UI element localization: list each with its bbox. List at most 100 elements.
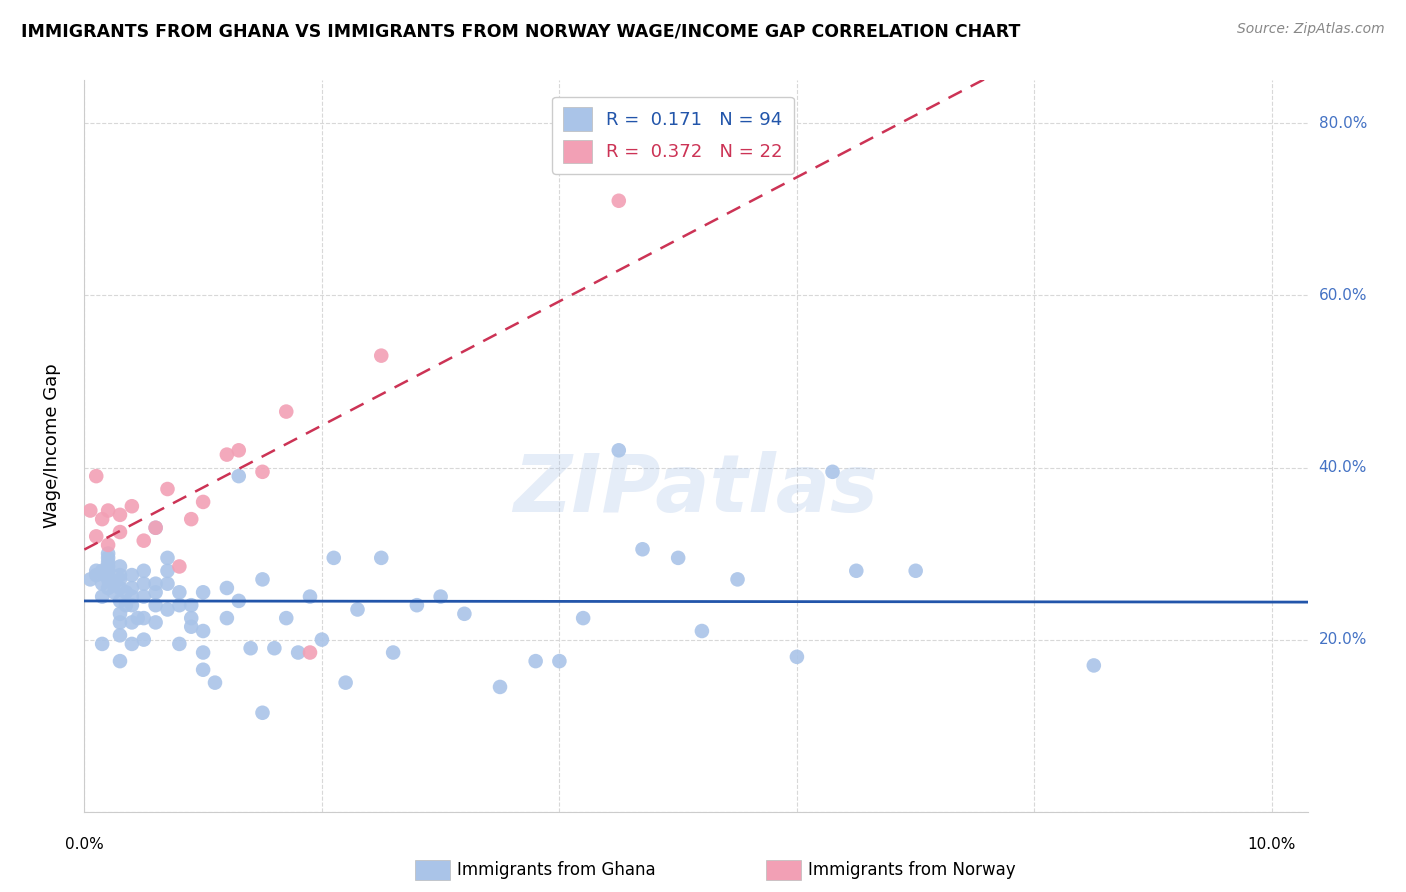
Point xyxy=(79,503,101,517)
Point xyxy=(382,646,405,660)
Text: Immigrants from Ghana: Immigrants from Ghana xyxy=(457,861,655,879)
Point xyxy=(169,637,191,651)
Point xyxy=(263,641,285,656)
Point xyxy=(97,555,120,569)
Point xyxy=(103,585,125,599)
Point xyxy=(84,568,107,582)
Point xyxy=(91,637,114,651)
Point xyxy=(287,646,309,660)
Point xyxy=(108,508,131,522)
Text: 10.0%: 10.0% xyxy=(1247,837,1296,852)
Point xyxy=(169,585,191,599)
Text: ZIPatlas: ZIPatlas xyxy=(513,450,879,529)
Point xyxy=(156,602,179,616)
Text: 60.0%: 60.0% xyxy=(1319,288,1367,303)
Point xyxy=(145,521,167,535)
Point xyxy=(169,559,191,574)
Point xyxy=(108,573,131,587)
Point xyxy=(169,598,191,612)
Point xyxy=(191,624,214,638)
Point xyxy=(145,576,167,591)
Point xyxy=(97,547,120,561)
Point xyxy=(108,628,131,642)
Point xyxy=(180,620,202,634)
Point xyxy=(121,500,143,514)
Point xyxy=(370,349,392,363)
Point xyxy=(145,598,167,612)
Point xyxy=(97,568,120,582)
Point xyxy=(79,573,101,587)
Point xyxy=(97,538,120,552)
Point xyxy=(145,615,167,630)
Point xyxy=(103,576,125,591)
Text: 80.0%: 80.0% xyxy=(1319,116,1367,131)
Point xyxy=(115,598,138,612)
Point xyxy=(115,585,138,599)
Point xyxy=(145,585,167,599)
Point xyxy=(180,598,202,612)
Point xyxy=(215,611,238,625)
Point xyxy=(298,590,321,604)
Point xyxy=(132,576,155,591)
Point xyxy=(215,581,238,595)
Point xyxy=(228,443,250,458)
Point xyxy=(845,564,868,578)
Point xyxy=(156,482,179,496)
Point xyxy=(228,594,250,608)
Legend: R =  0.171   N = 94, R =  0.372   N = 22: R = 0.171 N = 94, R = 0.372 N = 22 xyxy=(553,96,793,174)
Point xyxy=(84,564,107,578)
Point xyxy=(690,624,713,638)
Point xyxy=(121,615,143,630)
Point xyxy=(108,594,131,608)
Text: Source: ZipAtlas.com: Source: ZipAtlas.com xyxy=(1237,22,1385,37)
Point xyxy=(572,611,595,625)
Point xyxy=(97,550,120,565)
Point xyxy=(108,607,131,621)
Point xyxy=(91,576,114,591)
Text: 20.0%: 20.0% xyxy=(1319,632,1367,647)
Point xyxy=(666,550,689,565)
Point xyxy=(132,564,155,578)
Text: Immigrants from Norway: Immigrants from Norway xyxy=(808,861,1017,879)
Point xyxy=(91,590,114,604)
Point xyxy=(252,573,274,587)
Point xyxy=(821,465,844,479)
Point xyxy=(311,632,333,647)
Point xyxy=(904,564,927,578)
Point xyxy=(406,598,429,612)
Point xyxy=(91,564,114,578)
Point xyxy=(97,573,120,587)
Point xyxy=(727,573,749,587)
Point xyxy=(204,675,226,690)
Point xyxy=(346,602,368,616)
Point xyxy=(108,559,131,574)
Point xyxy=(97,503,120,517)
Text: 40.0%: 40.0% xyxy=(1319,460,1367,475)
Point xyxy=(132,590,155,604)
Point xyxy=(191,646,214,660)
Point xyxy=(97,564,120,578)
Point xyxy=(276,404,298,418)
Point xyxy=(108,654,131,668)
Point xyxy=(132,533,155,548)
Text: IMMIGRANTS FROM GHANA VS IMMIGRANTS FROM NORWAY WAGE/INCOME GAP CORRELATION CHAR: IMMIGRANTS FROM GHANA VS IMMIGRANTS FROM… xyxy=(21,22,1021,40)
Point xyxy=(252,706,274,720)
Point xyxy=(335,675,357,690)
Point xyxy=(127,611,149,625)
Y-axis label: Wage/Income Gap: Wage/Income Gap xyxy=(42,364,60,528)
Point xyxy=(108,615,131,630)
Text: 0.0%: 0.0% xyxy=(65,837,104,852)
Point xyxy=(108,524,131,539)
Point xyxy=(524,654,547,668)
Point xyxy=(121,637,143,651)
Point xyxy=(607,443,630,458)
Point xyxy=(156,550,179,565)
Point xyxy=(180,611,202,625)
Point xyxy=(156,564,179,578)
Point xyxy=(786,649,808,664)
Point xyxy=(215,448,238,462)
Point xyxy=(370,550,392,565)
Point xyxy=(298,646,321,660)
Point xyxy=(97,559,120,574)
Point xyxy=(548,654,571,668)
